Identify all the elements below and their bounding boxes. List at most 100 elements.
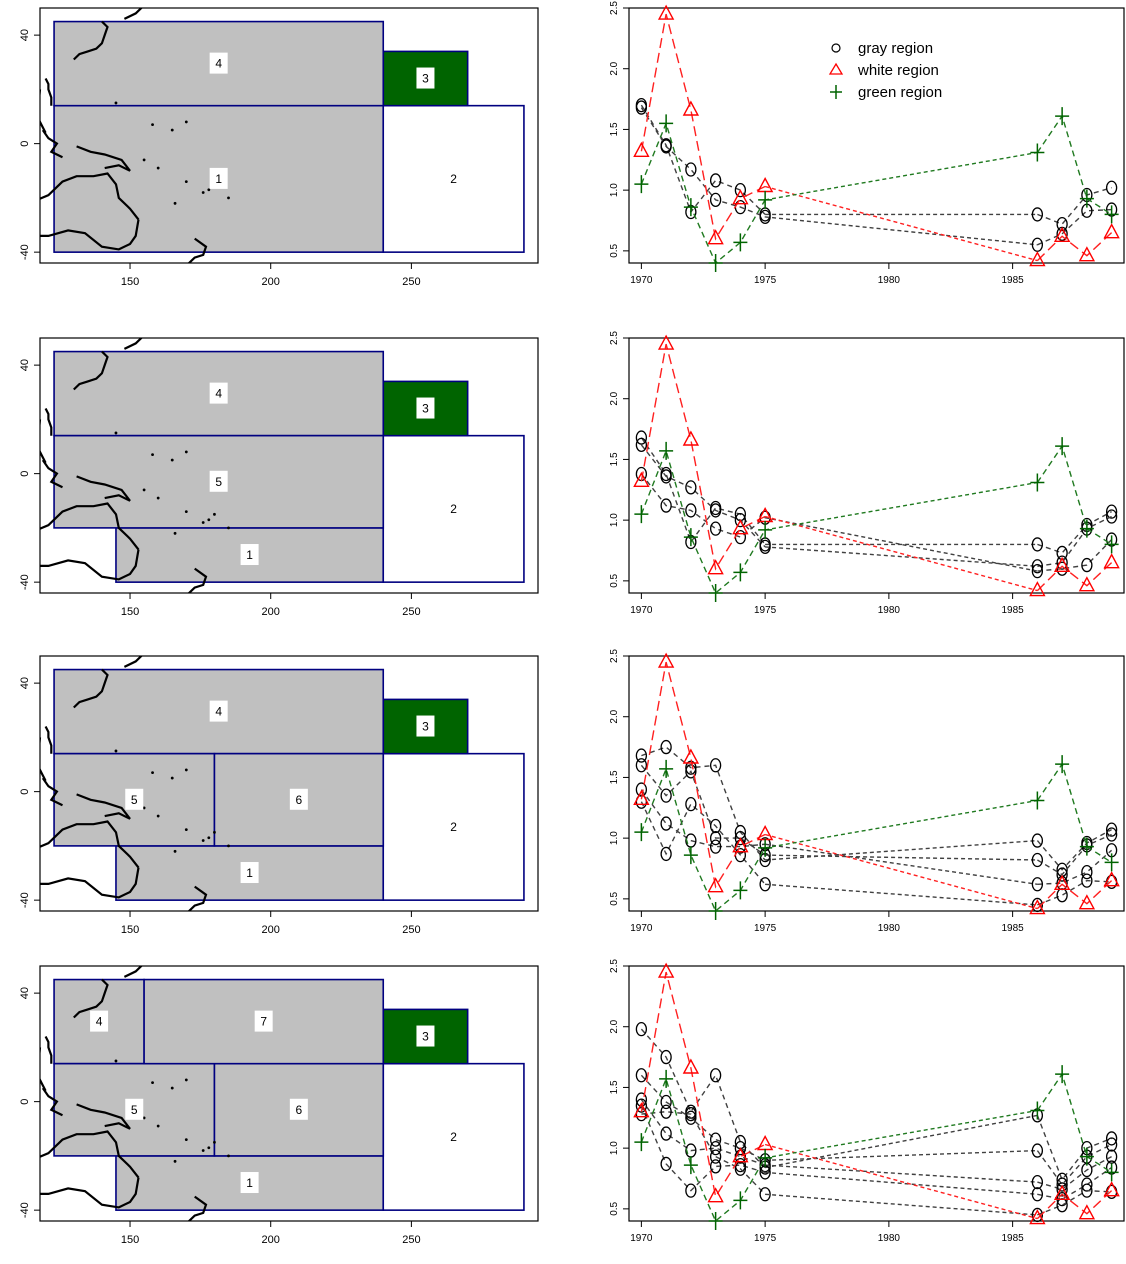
series-line [764,481,1038,531]
point-gray-region [1031,207,1044,222]
point-gray-region [685,796,697,812]
series-line [1037,1155,1112,1191]
point-white-region [732,189,749,205]
series-line [1036,444,1112,545]
point-gray-region [709,818,722,834]
island [227,526,230,530]
island [227,1154,230,1158]
island [184,120,188,124]
point-white-region [682,100,700,116]
panel-6: 1970 1975 1980 1985 0.5 1.0 1.5 2.0 2.5 [609,649,1125,934]
x-tick-label: 1985 [1002,275,1025,286]
series-line [765,839,1038,861]
point-white-region [682,1058,700,1074]
point-gray-region [1056,555,1068,570]
x-tick-label: 1980 [878,1233,901,1244]
point-green-region [1055,1065,1070,1084]
point-white-region [657,334,675,350]
point-gray-region [635,758,648,773]
point-gray-region [660,739,672,755]
point-green-region [708,1212,723,1230]
point-green-region [708,902,723,920]
region-5-label: 5 [131,793,138,807]
point-gray-region [1056,888,1068,903]
x-tick-label: 250 [402,276,420,288]
island [207,518,211,522]
point-green-region [1030,1101,1045,1120]
point-gray-region [1105,1137,1118,1152]
y-tick-label: 0 [19,141,31,147]
series-line [765,1149,1038,1161]
point-gray-region [1105,509,1118,524]
x-tick-label: 1970 [630,1233,653,1244]
island [156,496,160,500]
series-line [640,107,766,218]
point-white-region [1053,556,1071,572]
y-tick-label: -40 [19,574,31,590]
series-line [764,515,1038,592]
region-2-label: 2 [450,820,457,834]
y-tick-label: 2.5 [609,649,620,663]
island [156,814,160,818]
region-4-label: 4 [96,1015,103,1029]
series-line [1036,1072,1112,1173]
y-tick-label: 1.5 [609,1080,620,1094]
point-white-region [1078,576,1096,592]
point-white-region [657,4,675,20]
point-green-region [659,441,674,460]
point-gray-region [660,469,672,484]
point-white-region [633,789,650,805]
series-line [640,1099,766,1166]
point-gray-region [1081,557,1093,573]
panel-2: 1970 1975 1980 1985 0.5 1.0 1.5 2.0 2.5 gray regi… [609,1,1125,286]
region-1-label: 1 [246,866,253,880]
island [173,1159,177,1163]
series-line [1036,232,1113,262]
y-tick-label: 1.5 [609,452,620,466]
coastline [187,885,208,911]
panel-3: 1 2 3 4 5 150 200 250 40 0 -40 [19,337,539,618]
region-3-label: 3 [422,72,429,86]
point-green-region [733,881,748,900]
series-line [765,546,1038,567]
coastline [73,20,109,61]
region-label-bg [209,167,228,189]
point-green-region [683,528,698,547]
point-green-region [708,584,723,602]
coastline [41,129,63,159]
island [114,749,118,753]
point-gray-region [1031,1187,1044,1202]
x-tick-label: 1985 [1002,605,1025,616]
x-tick-label: 250 [402,1234,420,1246]
point-gray-region [709,1068,722,1083]
coastline [44,1036,53,1064]
y-tick-label: 0 [19,471,31,477]
panel-7: 1 2 3 4 5 6 7 150 200 250 40 0 -40 [19,965,539,1246]
point-gray-region [709,521,722,536]
point-gray-region [1105,1149,1118,1164]
y-tick-label: 40 [19,987,31,999]
point-white-region [707,877,724,893]
point-gray-region [709,1159,722,1174]
series-line [1036,562,1113,592]
region-label-bg [125,1098,144,1120]
point-white-region [732,837,749,853]
region-label-bg [125,788,144,810]
point-gray-region [734,529,747,545]
region-3-label: 3 [422,720,429,734]
point-white-region [1078,246,1096,262]
point-white-region [657,962,675,978]
point-green-region [659,114,674,133]
island [201,521,205,524]
y-tick-label: -40 [19,244,31,260]
region-5-label: 5 [131,1103,138,1117]
x-tick-label: 1985 [1002,1233,1025,1244]
point-green-region [758,1148,773,1167]
point-gray-region [1105,180,1118,195]
y-tick-label: 1.0 [609,831,620,845]
point-white-region [732,519,749,535]
point-green-region [1055,755,1070,774]
island [184,828,188,832]
x-tick-label: 1985 [1002,923,1025,934]
y-tick-label: 40 [19,677,31,689]
